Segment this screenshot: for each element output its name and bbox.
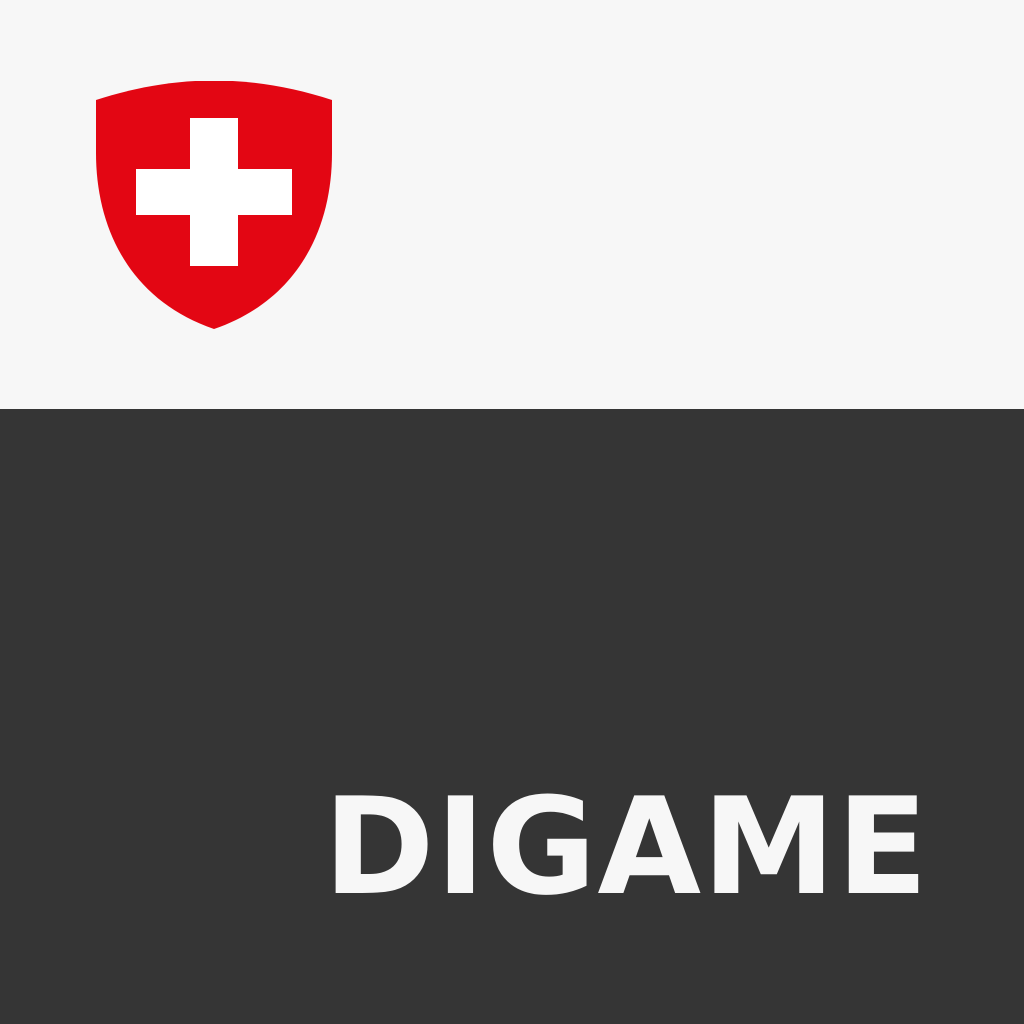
swiss-coat-of-arms-icon xyxy=(96,81,332,329)
top-band xyxy=(0,0,1024,409)
app-name: DIGAME xyxy=(323,769,929,925)
cross-horizontal-bar xyxy=(136,169,292,215)
bottom-band xyxy=(0,409,1024,1024)
